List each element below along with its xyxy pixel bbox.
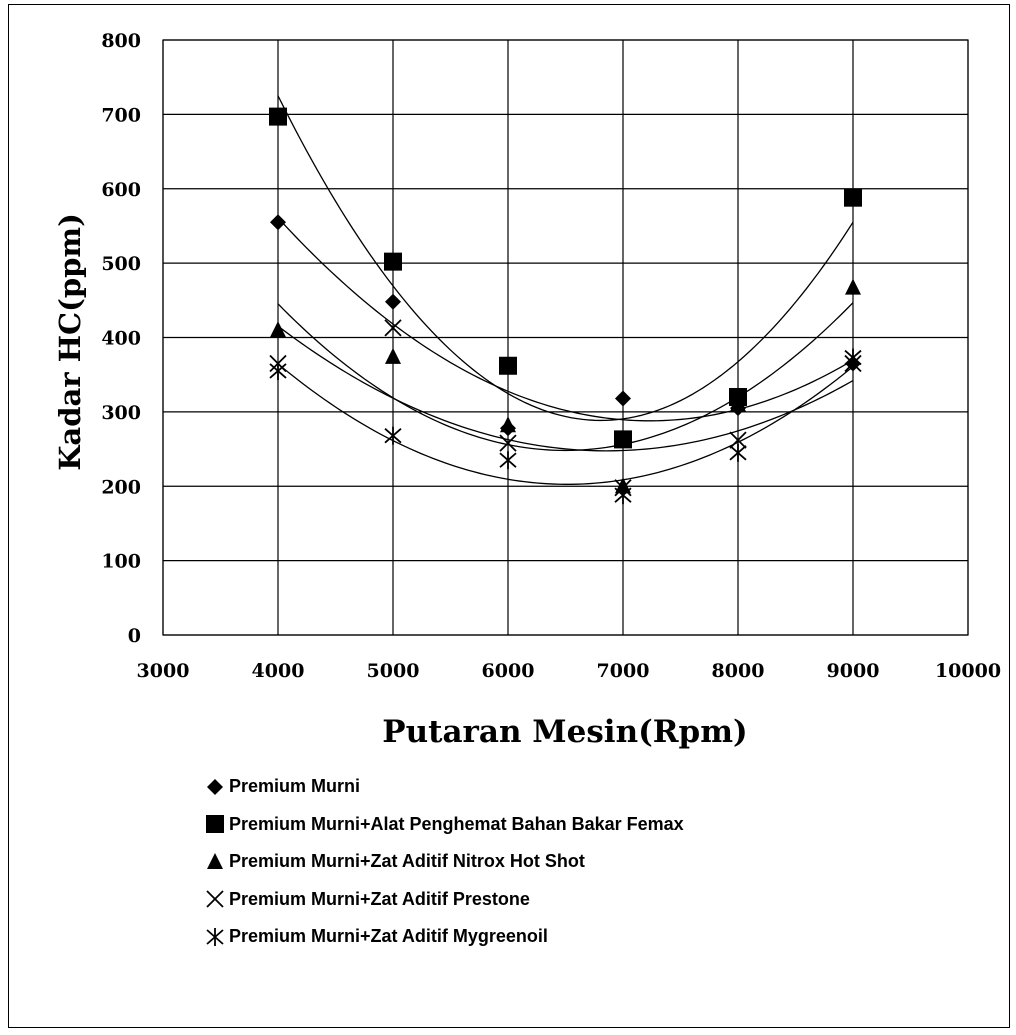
legend-label: Premium Murni+Alat Penghemat Bahan Bakar… bbox=[229, 813, 684, 834]
legend-marker-shape bbox=[206, 927, 224, 946]
x-tick-label: 7000 bbox=[597, 660, 650, 682]
legend-item: Premium Murni bbox=[205, 768, 684, 806]
legend-label: Premium Murni+Zat Aditif Prestone bbox=[229, 888, 530, 909]
chart-frame bbox=[8, 4, 1010, 1028]
y-tick-label: 600 bbox=[101, 179, 141, 201]
data-point-series-3 bbox=[615, 477, 631, 494]
y-tick-label: 700 bbox=[101, 104, 141, 126]
y-axis-title: Kadar HC(ppm) bbox=[53, 213, 87, 471]
x-marker-icon bbox=[205, 889, 225, 909]
legend-marker-shape bbox=[207, 778, 223, 795]
trendline-series-2 bbox=[277, 95, 854, 422]
data-point-series-2 bbox=[269, 107, 287, 126]
x-tick-label: 4000 bbox=[252, 660, 305, 682]
triangle-marker-icon bbox=[205, 852, 225, 872]
data-point-series-2 bbox=[499, 356, 517, 375]
data-point-series-4 bbox=[384, 319, 402, 337]
legend-item: Premium Murni+Zat Aditif Mygreenoil bbox=[205, 918, 684, 956]
data-point-series-3 bbox=[730, 395, 746, 412]
legend-marker-shape bbox=[206, 815, 224, 834]
legend-marker-shape bbox=[207, 852, 223, 869]
data-point-series-5 bbox=[844, 348, 862, 367]
data-point-series-5 bbox=[729, 443, 747, 462]
legend-label: Premium Murni bbox=[229, 776, 361, 797]
data-markers bbox=[269, 107, 862, 505]
trendline-series-1 bbox=[277, 217, 854, 422]
legend-item: Premium Murni+Zat Aditif Nitrox Hot Shot bbox=[205, 843, 684, 881]
data-point-series-3 bbox=[270, 321, 286, 338]
legend-item: Premium Murni+Zat Aditif Prestone bbox=[205, 881, 684, 919]
legend-item: Premium Murni+Alat Penghemat Bahan Bakar… bbox=[205, 806, 684, 844]
data-point-series-5 bbox=[499, 451, 517, 470]
trendline-series-5 bbox=[277, 363, 854, 485]
diamond-marker-icon bbox=[205, 777, 225, 797]
data-point-series-3 bbox=[385, 347, 401, 364]
x-tick-label: 8000 bbox=[712, 660, 765, 682]
trendline-series-3 bbox=[277, 302, 854, 452]
y-tick-label: 500 bbox=[101, 253, 141, 275]
data-point-series-4 bbox=[729, 431, 747, 449]
data-point-series-1 bbox=[615, 390, 631, 407]
legend-marker-shape bbox=[206, 890, 224, 908]
y-tick-label: 200 bbox=[101, 476, 141, 498]
x-tick-label: 9000 bbox=[827, 660, 880, 682]
y-tick-label: 800 bbox=[101, 30, 141, 52]
legend-label: Premium Murni+Zat Aditif Nitrox Hot Shot bbox=[229, 851, 585, 872]
x-tick-label: 3000 bbox=[137, 660, 190, 682]
y-tick-label: 100 bbox=[101, 551, 141, 573]
data-point-series-5 bbox=[384, 426, 402, 445]
x-tick-label: 6000 bbox=[482, 660, 535, 682]
legend-label: Premium Murni+Zat Aditif Mygreenoil bbox=[229, 926, 548, 947]
x-tick-label: 10000 bbox=[935, 660, 1001, 682]
data-point-series-2 bbox=[844, 188, 862, 207]
data-point-series-4 bbox=[499, 434, 517, 452]
y-tick-label: 300 bbox=[101, 402, 141, 424]
square-marker-icon bbox=[205, 814, 225, 834]
trendlines bbox=[277, 95, 854, 485]
data-point-series-2 bbox=[384, 252, 402, 271]
legend: Premium Murni Premium Murni+Alat Penghema… bbox=[205, 768, 684, 956]
data-point-series-3 bbox=[845, 278, 861, 295]
asterisk-marker-icon bbox=[205, 927, 225, 947]
grid-lines bbox=[162, 39, 969, 636]
x-tick-label: 5000 bbox=[367, 660, 420, 682]
tick-labels: 0 100 200 300 400 500 600 700 800 3000 4000 5000 600… bbox=[101, 30, 1001, 682]
trendline-series-4 bbox=[277, 325, 854, 452]
y-tick-label: 0 bbox=[128, 625, 141, 647]
data-point-series-5 bbox=[614, 486, 632, 505]
data-point-series-1 bbox=[385, 293, 401, 310]
y-tick-label: 400 bbox=[101, 328, 141, 350]
data-point-series-1 bbox=[270, 214, 286, 231]
plot-area-border bbox=[162, 39, 969, 636]
data-point-series-3 bbox=[500, 416, 516, 433]
data-point-series-5 bbox=[269, 361, 287, 380]
x-axis-title: Putaran Mesin(Rpm) bbox=[382, 714, 747, 750]
data-point-series-2 bbox=[614, 430, 632, 449]
